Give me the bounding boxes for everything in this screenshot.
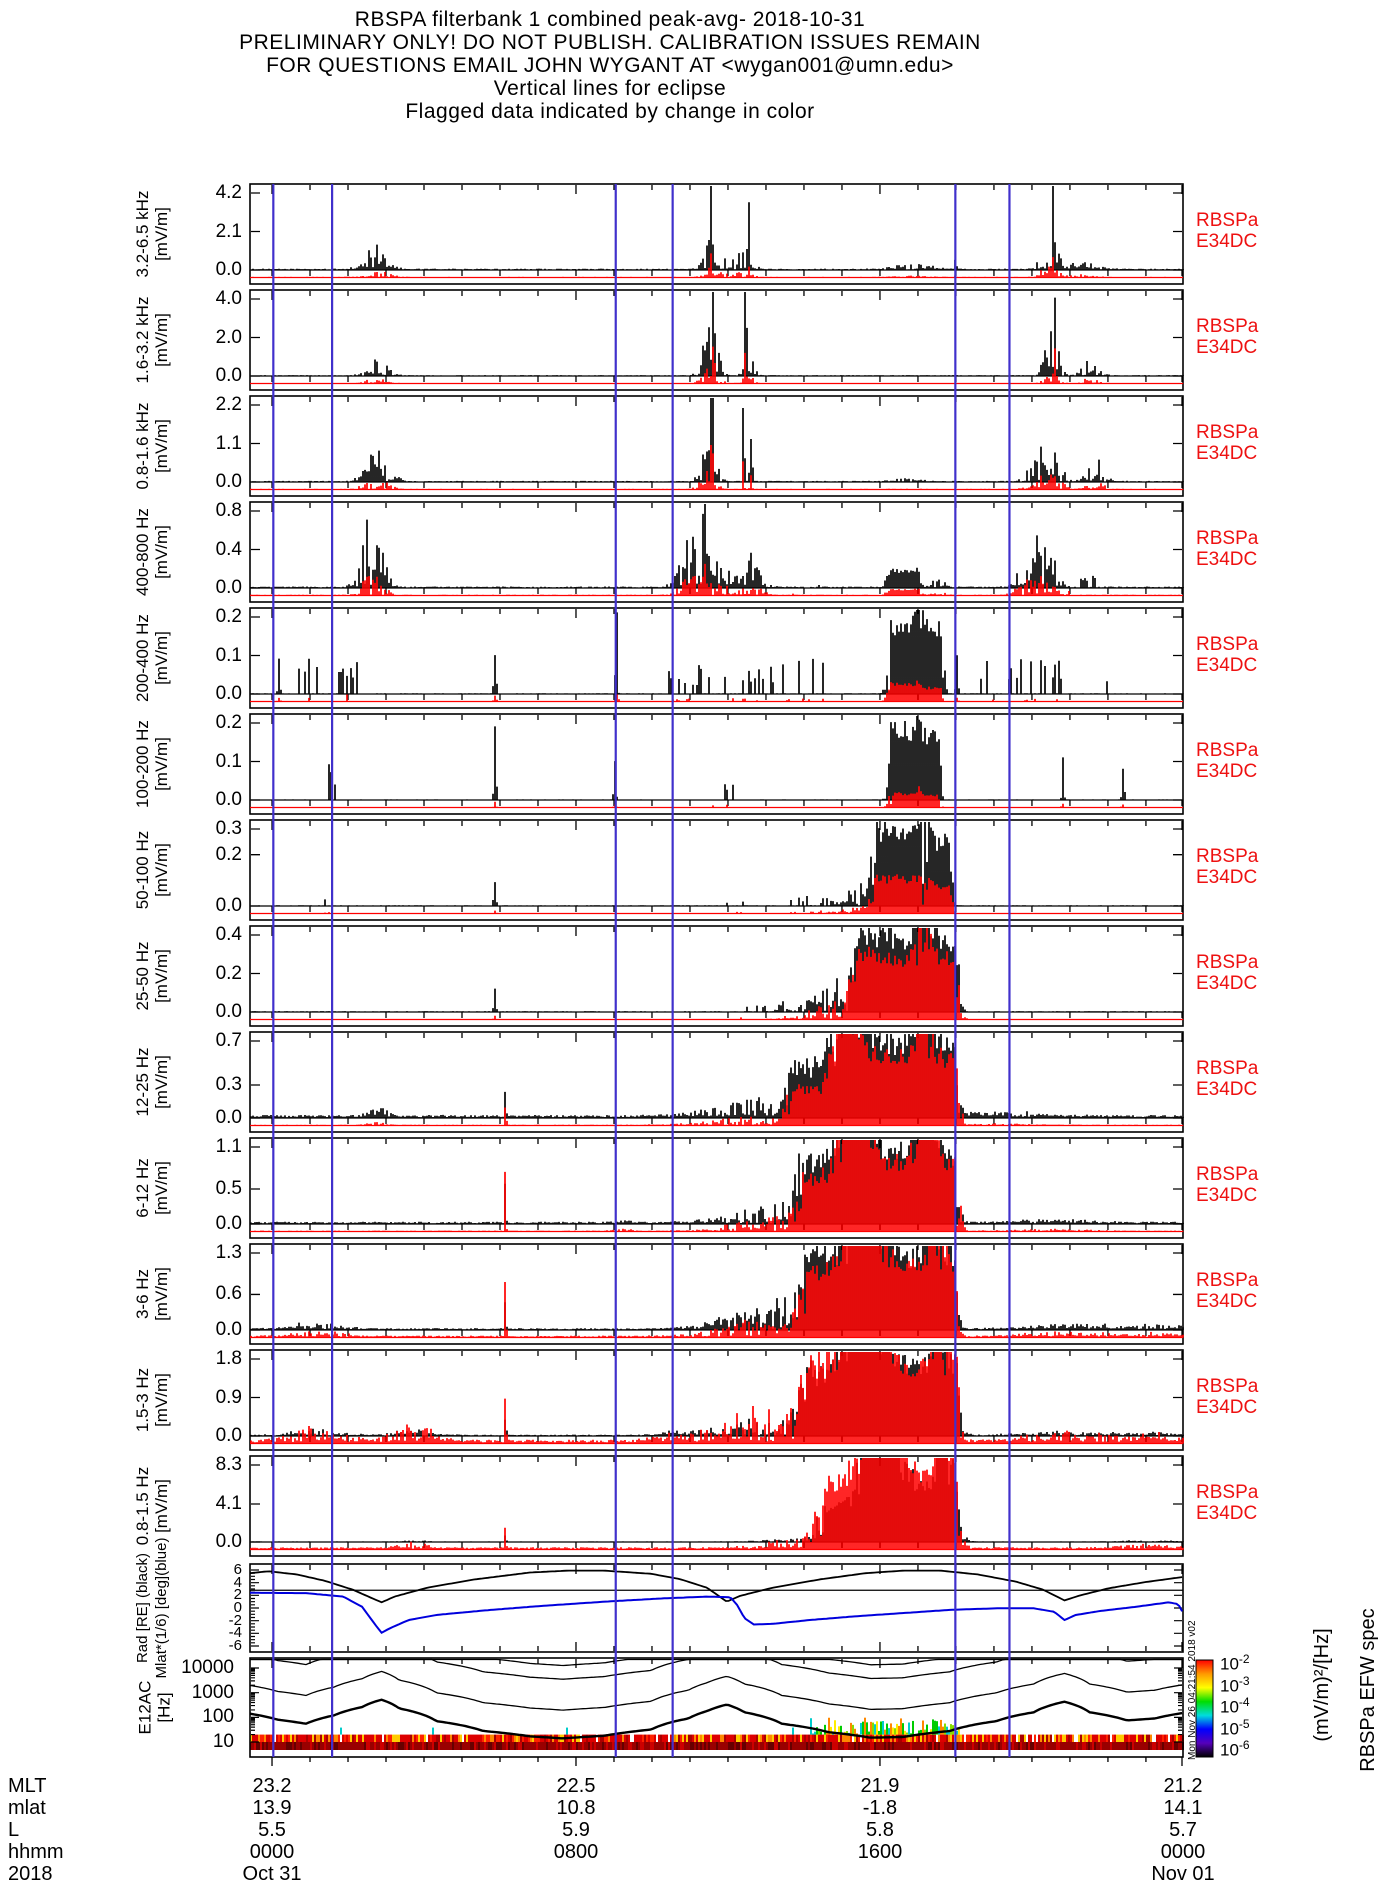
fb-xticks-8 xyxy=(271,927,1183,1018)
spec-curve-1 xyxy=(249,1670,1183,1711)
fb-panel-box-4 xyxy=(249,501,1184,603)
fb-panel-box-11 xyxy=(249,1243,1184,1345)
fb-peak-series-8 xyxy=(250,928,1184,1012)
eph-xticks-bottom xyxy=(271,1642,1183,1651)
fb-panel-box-3 xyxy=(249,395,1184,497)
fb-yticks-5 xyxy=(251,616,1182,695)
fb-yticks-1 xyxy=(251,192,1182,271)
spec-curve-3 xyxy=(250,1658,1183,1667)
eph-yticks xyxy=(251,1569,1182,1647)
spec-xticks-top xyxy=(271,1659,1183,1668)
fb-panel-box-5 xyxy=(249,607,1184,709)
fb-panel-box-8 xyxy=(249,925,1184,1027)
eph-xticks-top xyxy=(271,1565,1183,1574)
fb-avg-series-8 xyxy=(250,928,1184,1020)
fb-panel-box-6 xyxy=(249,713,1184,815)
fb-xticks-4 xyxy=(271,503,1183,594)
title-line-4: Vertical lines for eclipse xyxy=(493,77,727,100)
fb-avg-series-11 xyxy=(250,1246,1184,1338)
spec-curve-2 xyxy=(250,1658,1183,1680)
fb-yticks-13 xyxy=(251,1464,1182,1543)
fb-yticks-4 xyxy=(251,510,1182,589)
fb-peak-series-6 xyxy=(252,716,1182,800)
fb-xticks-1 xyxy=(271,185,1183,276)
fb-avg-series-2 xyxy=(250,346,1184,384)
fb-avg-series-3 xyxy=(250,445,1184,490)
fb-peak-series-12 xyxy=(250,1352,1184,1436)
fb-avg-series-12 xyxy=(250,1352,1184,1444)
fb-avg-series-5 xyxy=(250,680,1170,702)
fb-panel-box-1 xyxy=(249,183,1184,285)
fb-xticks-10 xyxy=(271,1139,1183,1230)
fb-avg-series-7 xyxy=(252,874,1184,914)
fb-xticks-13 xyxy=(271,1457,1183,1548)
fb-panel-box-7 xyxy=(249,819,1184,921)
fb-peak-series-13 xyxy=(250,1458,1184,1542)
fb-avg-series-10 xyxy=(250,1140,1184,1232)
fb-panel-box-9 xyxy=(249,1031,1184,1133)
spec-panel-box xyxy=(249,1657,1184,1758)
spec-xticks-bottom xyxy=(271,1757,1183,1766)
title-line-1: RBSPA filterbank 1 combined peak-avg- 20… xyxy=(354,8,866,31)
title-line-2: PRELIMINARY ONLY! DO NOT PUBLISH. CALIBR… xyxy=(239,31,981,54)
title-line-5: Flagged data indicated by change in colo… xyxy=(405,100,815,123)
fb-peak-series-1 xyxy=(250,186,1184,270)
fb-yticks-9 xyxy=(251,1040,1182,1119)
ephemeris-panel-box xyxy=(249,1563,1184,1653)
fb-panel-box-10 xyxy=(249,1137,1184,1239)
fb-xticks-9 xyxy=(271,1033,1183,1124)
fb-peak-series-4 xyxy=(250,504,1184,588)
fb-avg-series-13 xyxy=(250,1458,1184,1550)
fb-panel-box-12 xyxy=(249,1349,1184,1451)
fb-peak-series-3 xyxy=(250,398,1184,482)
fb-peak-series-2 xyxy=(250,292,1184,376)
fb-yticks-8 xyxy=(251,934,1182,1013)
fb-peak-series-5 xyxy=(250,610,1184,694)
fb-yticks-11 xyxy=(251,1252,1182,1331)
fb-yticks-6 xyxy=(251,722,1182,801)
fb-xticks-7 xyxy=(271,821,1183,912)
mlat-curve xyxy=(250,1591,1183,1634)
fb-xticks-3 xyxy=(271,397,1183,488)
fb-xticks-6 xyxy=(271,715,1183,806)
fb-xticks-5 xyxy=(271,609,1183,700)
fb-peak-series-10 xyxy=(250,1140,1184,1224)
fb-yticks-12 xyxy=(251,1358,1182,1437)
rad-curve xyxy=(249,1569,1183,1604)
title-line-3: FOR QUESTIONS EMAIL JOHN WYGANT AT <wyga… xyxy=(266,54,954,77)
fb-peak-series-9 xyxy=(250,1034,1184,1118)
fb-avg-series-4 xyxy=(250,563,1180,596)
fb-panel-box-13 xyxy=(249,1455,1184,1557)
fb-xticks-12 xyxy=(271,1351,1183,1442)
fb-yticks-2 xyxy=(251,298,1182,377)
fb-xticks-2 xyxy=(271,291,1183,382)
title-block: RBSPA filterbank 1 combined peak-avg- 20… xyxy=(0,8,1220,123)
fb-panel-box-2 xyxy=(249,289,1184,391)
fb-peak-series-11 xyxy=(250,1246,1184,1330)
spec-curve-0 xyxy=(249,1698,1183,1740)
fb-yticks-3 xyxy=(251,404,1182,483)
fb-avg-series-1 xyxy=(250,253,1182,278)
fb-avg-series-9 xyxy=(250,1034,1184,1126)
fb-peak-series-7 xyxy=(250,822,1184,906)
fb-avg-series-6 xyxy=(492,786,1126,808)
fb-yticks-7 xyxy=(251,828,1182,907)
fb-yticks-10 xyxy=(251,1146,1182,1225)
colorbar xyxy=(1195,1659,1214,1758)
fb-xticks-11 xyxy=(271,1245,1183,1336)
spec-yticks xyxy=(251,1667,1182,1743)
